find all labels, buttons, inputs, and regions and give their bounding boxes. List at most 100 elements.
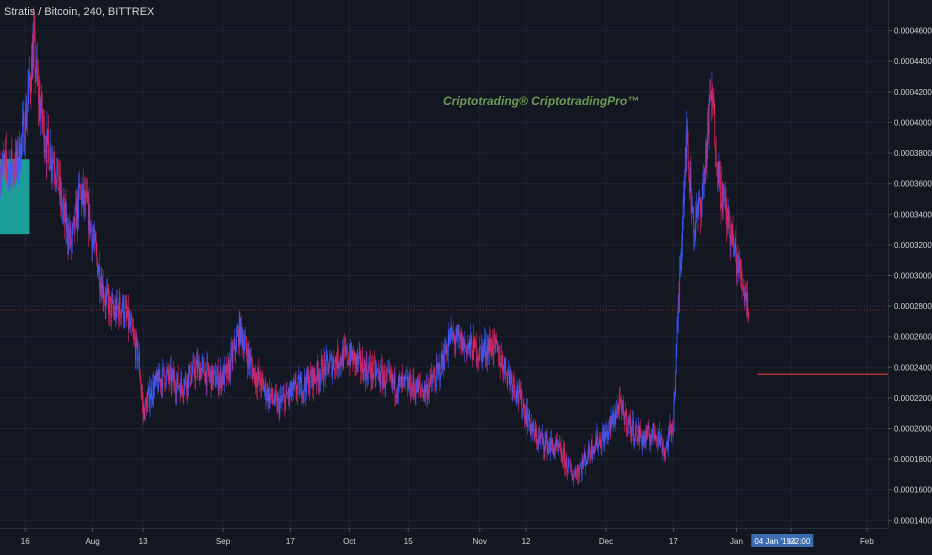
candle-body [200, 368, 201, 380]
candle-body [45, 149, 46, 152]
candle-body [161, 380, 162, 386]
candle-body [434, 377, 435, 384]
candle-body [518, 397, 519, 401]
candle-body [705, 150, 706, 173]
candle-body [0, 180, 1, 188]
candle-body [332, 366, 333, 376]
candle-body [238, 330, 239, 347]
watermark: Criptotrading® CriptotradingPro™ [443, 94, 639, 108]
candle-body [662, 449, 663, 453]
candle-body [352, 354, 353, 358]
candle-body [376, 370, 377, 371]
price-axis[interactable]: 0.000460000.000440000.000420000.00040000… [888, 0, 932, 550]
candle-body [232, 349, 233, 362]
candle-body [631, 427, 632, 436]
candle-body [359, 352, 360, 356]
candle-body [617, 405, 618, 410]
candle-body [279, 401, 280, 414]
candle-body [325, 364, 326, 375]
candle-body [109, 297, 110, 315]
candle-body [366, 361, 367, 374]
candle-body [457, 329, 458, 330]
candle-body [438, 366, 439, 370]
candle-body [676, 328, 677, 346]
candle-body [620, 397, 621, 398]
candle-body [637, 438, 638, 442]
candle-body [172, 371, 173, 375]
candle-body [421, 390, 422, 392]
candle-body [113, 300, 114, 310]
candle-body [578, 469, 579, 476]
candle-body [536, 433, 537, 443]
candle-body [272, 399, 273, 401]
candle-body [671, 425, 672, 434]
candle-body [494, 334, 495, 335]
candle-body [207, 362, 208, 363]
candle-body [301, 378, 302, 398]
candle-body [121, 310, 122, 317]
candle-body [439, 365, 440, 379]
candle-body [665, 448, 666, 455]
candle-body [365, 368, 366, 381]
candle-body [502, 355, 503, 363]
candle-body [279, 398, 280, 414]
candle-body [21, 138, 22, 164]
candle-body [88, 196, 89, 230]
candle-body [550, 439, 551, 452]
candle-body [701, 201, 702, 218]
candle-body [714, 113, 715, 146]
candle-body [460, 334, 461, 337]
candle-body [197, 360, 198, 372]
candle-body [702, 184, 703, 198]
candle-body [465, 342, 466, 346]
candle-body [202, 362, 203, 364]
candle-body [526, 408, 527, 423]
candle-body [555, 441, 556, 450]
candle-body [313, 369, 314, 390]
candle-body [178, 386, 179, 387]
candle-body [160, 379, 161, 381]
candle-body [43, 117, 44, 123]
candle-body [462, 334, 463, 353]
candle-body [42, 121, 43, 122]
candle-body [35, 32, 36, 73]
candle-body [735, 238, 736, 248]
candle-body [281, 396, 282, 400]
candle-body [391, 373, 392, 379]
candle-body [22, 121, 23, 137]
candle-body [579, 468, 580, 476]
candle-body [268, 388, 269, 402]
candle-body [379, 371, 380, 382]
candle-body [207, 362, 208, 386]
candle-body [315, 378, 316, 381]
candle-body [7, 164, 8, 172]
candle-body [108, 288, 109, 297]
candle-body [235, 339, 236, 350]
candle-body [416, 379, 417, 391]
candle-body [322, 360, 323, 379]
candle-body [87, 194, 88, 203]
candle-body [152, 399, 153, 400]
candle-body [96, 249, 97, 259]
candle-body [301, 378, 302, 383]
candle-body [687, 126, 688, 143]
candle-body [745, 293, 746, 298]
candle-body [340, 357, 341, 366]
candle-body [488, 343, 489, 352]
candle-body [11, 150, 12, 166]
candle-body [710, 96, 711, 99]
candle-body [506, 373, 507, 375]
candle-body [681, 261, 682, 265]
candle-body [665, 453, 666, 456]
candle-body [143, 401, 144, 414]
candle-body [662, 441, 663, 454]
candle-body [727, 223, 728, 227]
candle-body [477, 361, 478, 362]
candle-body [247, 356, 248, 367]
candle-body [299, 377, 300, 394]
candle-body [361, 371, 362, 372]
candle-body [56, 168, 57, 182]
candle-body [492, 339, 493, 352]
